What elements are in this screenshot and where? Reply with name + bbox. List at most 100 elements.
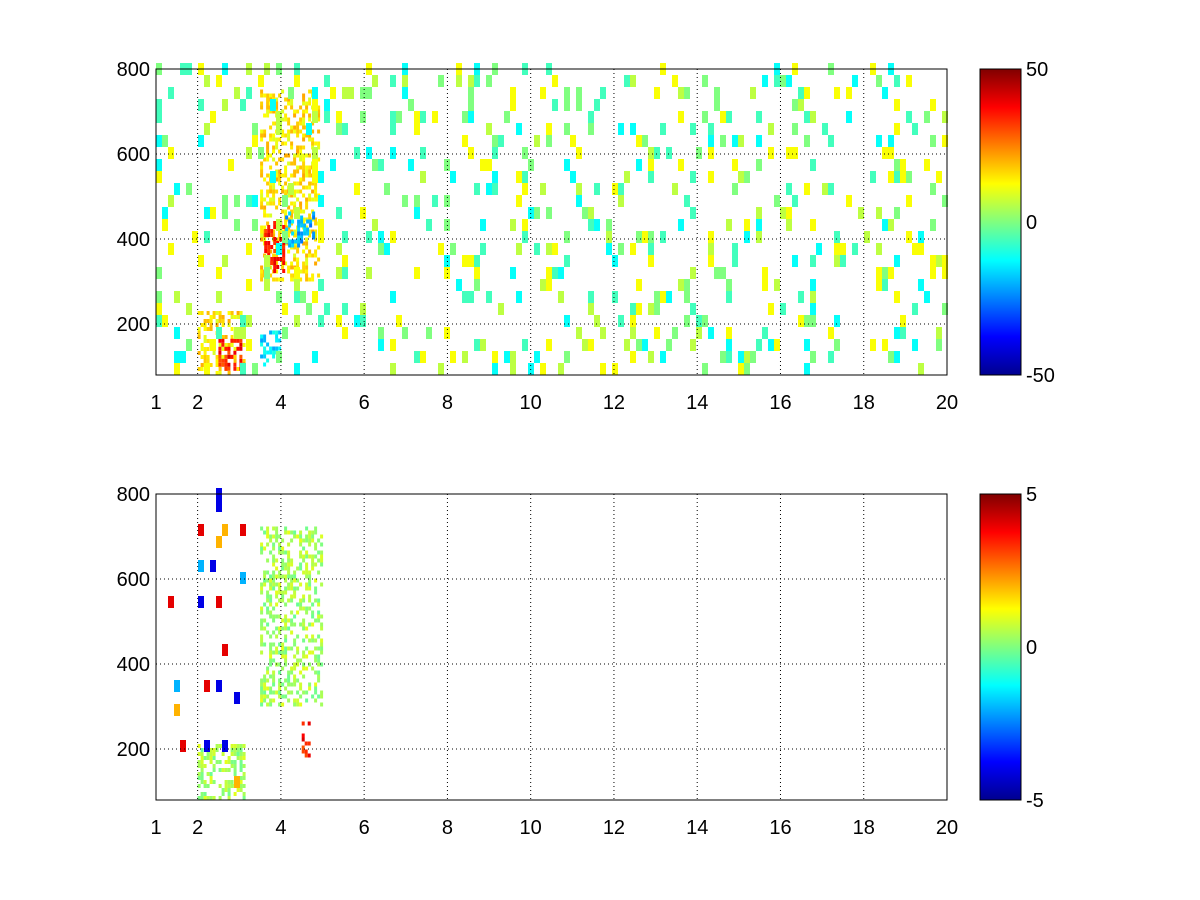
bottom-heatmap-cell <box>320 646 324 651</box>
bottom-heatmap-cell <box>311 666 315 671</box>
top-heatmap-cell <box>311 137 315 142</box>
top-heatmap-cell <box>290 145 294 150</box>
top-heatmap-cell <box>912 243 918 255</box>
bottom-heatmap-cell <box>296 646 300 651</box>
bottom-heatmap-cell <box>314 578 318 583</box>
bottom-heatmap-cell <box>281 642 285 647</box>
top-heatmap-cell <box>648 243 654 255</box>
top-heatmap-cell <box>272 185 276 190</box>
top-heatmap-cell <box>269 350 273 355</box>
bottom-heatmap-cell <box>233 772 237 776</box>
bottom-heatmap-cell <box>296 586 300 591</box>
top-heatmap-cell <box>594 219 600 231</box>
top-heatmap-cell <box>267 245 271 249</box>
top-heatmap-cell <box>275 177 279 182</box>
top-heatmap-cell <box>227 311 231 315</box>
top-heatmap-cell <box>233 315 237 319</box>
bottom-heatmap-cell <box>296 578 300 583</box>
top-heatmap-cell <box>276 265 280 269</box>
top-heatmap-cell <box>269 133 273 138</box>
top-heatmap-cell <box>269 109 273 114</box>
bottom-x-tick-label: 2 <box>192 817 203 839</box>
top-heatmap-cell <box>215 355 219 359</box>
bottom-heatmap-cell <box>281 702 285 707</box>
top-heatmap-cell <box>296 121 300 126</box>
bottom-heatmap-cell <box>284 686 288 691</box>
top-heatmap-cell <box>260 133 264 138</box>
bottom-heatmap-cell <box>308 594 312 599</box>
top-heatmap-cell <box>564 255 570 267</box>
top-heatmap-cell <box>810 315 816 327</box>
top-heatmap-cell <box>284 221 288 226</box>
top-heatmap-cell <box>296 261 300 266</box>
bottom-heatmap-cell <box>305 586 309 591</box>
top-heatmap-cell <box>239 342 243 347</box>
top-heatmap-cell <box>281 141 285 146</box>
top-heatmap-cell <box>660 351 666 363</box>
top-heatmap-cell <box>570 135 576 147</box>
top-heatmap-cell <box>510 99 516 111</box>
top-heatmap-cell <box>468 291 474 303</box>
top-heatmap-cell <box>378 243 384 255</box>
top-heatmap-cell <box>708 327 714 339</box>
top-heatmap-cell <box>492 171 498 183</box>
top-heatmap-cell <box>279 257 283 261</box>
top-heatmap-cell <box>218 338 222 343</box>
bottom-heatmap-cell <box>198 596 204 608</box>
bottom-heatmap-cell <box>272 558 276 563</box>
bottom-heatmap-cell <box>242 776 246 780</box>
top-heatmap-cell <box>174 363 180 375</box>
bottom-heatmap-cell <box>263 694 267 699</box>
top-heatmap-cell <box>906 195 912 207</box>
top-heatmap-cell <box>302 185 306 190</box>
top-heatmap-cell <box>510 351 516 363</box>
top-heatmap-cell <box>894 207 900 219</box>
top-heatmap-cell <box>260 161 264 166</box>
bottom-heatmap-cell <box>311 610 315 615</box>
bottom-heatmap-cell <box>239 784 243 788</box>
top-heatmap-cell <box>462 255 468 267</box>
top-y-tick-label: 800 <box>117 59 150 81</box>
top-heatmap-cell <box>642 135 648 147</box>
top-heatmap-cell <box>266 173 270 178</box>
bottom-heatmap-cell <box>299 534 303 539</box>
top-heatmap-cell <box>168 243 174 255</box>
bottom-heatmap-cell <box>320 558 324 563</box>
top-heatmap-cell <box>203 351 207 355</box>
bottom-heatmap-cell <box>305 562 309 567</box>
top-heatmap-cell <box>588 123 594 135</box>
top-heatmap-cell <box>480 339 486 351</box>
top-heatmap-cell <box>828 327 834 339</box>
top-heatmap-cell <box>230 354 234 359</box>
top-heatmap-cell <box>230 343 234 347</box>
bottom-heatmap-cell <box>314 562 318 567</box>
top-heatmap-cell <box>774 339 780 351</box>
top-heatmap-cell <box>264 255 270 267</box>
top-heatmap-cell <box>390 291 396 303</box>
top-heatmap-cell <box>462 351 468 363</box>
top-heatmap-cell <box>305 165 309 170</box>
top-heatmap-cell <box>221 347 225 351</box>
top-heatmap-cell <box>281 173 285 178</box>
top-heatmap-cell <box>720 351 726 363</box>
top-heatmap-cell <box>269 265 273 270</box>
bottom-heatmap-cell <box>302 626 306 631</box>
top-heatmap-cell <box>894 351 900 363</box>
top-heatmap-cell <box>288 183 294 195</box>
bottom-heatmap-cell <box>311 558 315 563</box>
bottom-heatmap-cell <box>260 618 264 623</box>
top-heatmap-cell <box>702 315 708 327</box>
bottom-heatmap-cell <box>263 618 267 623</box>
bottom-heatmap-cell <box>272 698 276 703</box>
top-heatmap-cell <box>278 233 282 238</box>
bottom-heatmap-cell <box>314 598 318 603</box>
top-heatmap-cell <box>266 201 270 206</box>
bottom-heatmap-cell <box>272 678 276 683</box>
top-heatmap-cell <box>210 207 216 219</box>
bottom-heatmap-cell <box>302 538 306 543</box>
bottom-heatmap-cell <box>230 744 234 748</box>
bottom-heatmap-cell <box>301 733 305 738</box>
top-heatmap-cell <box>792 195 798 207</box>
top-heatmap-cell <box>312 171 318 183</box>
